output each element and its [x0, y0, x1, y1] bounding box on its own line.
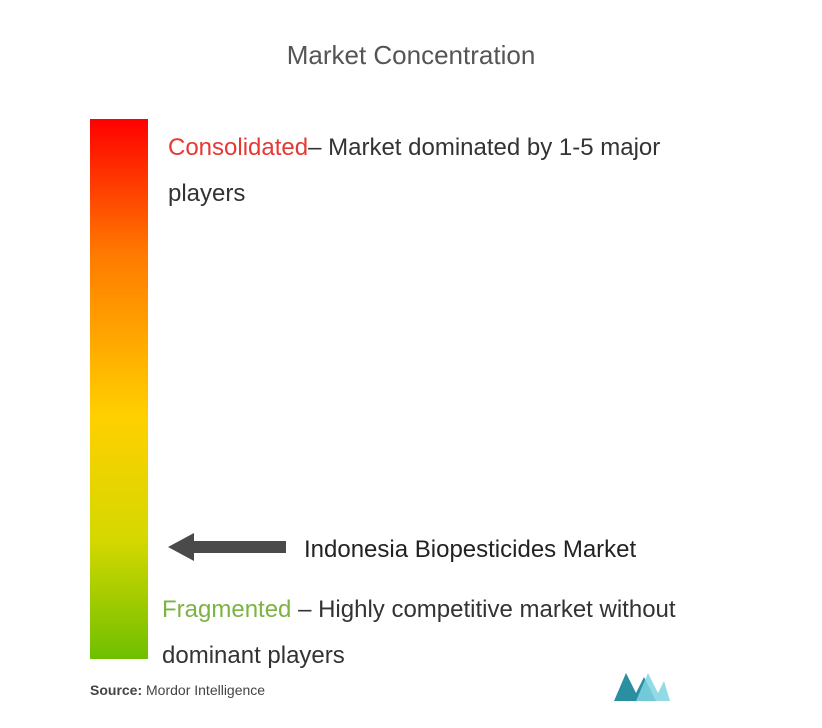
gradient-rect	[90, 119, 148, 659]
arrow-left-icon	[168, 533, 286, 566]
market-marker-row: Indonesia Biopesticides Market	[168, 533, 636, 566]
source-prefix: Source:	[90, 682, 142, 698]
source-name: Mordor Intelligence	[146, 682, 265, 698]
page-title: Market Concentration	[90, 40, 732, 71]
consolidated-keyword: Consolidated	[168, 134, 308, 161]
source-attribution: Source: Mordor Intelligence	[90, 682, 265, 698]
concentration-gradient-bar	[90, 119, 148, 659]
consolidated-label: Consolidated– Market dominated by 1-5 ma…	[168, 125, 732, 216]
arrow-shape	[168, 533, 286, 561]
mordor-logo-icon	[612, 667, 672, 708]
infographic-container: Market Concentration Consolidated– Marke…	[0, 0, 822, 728]
fragmented-label: Fragmented – Highly competitive market w…	[162, 587, 732, 678]
gradient-svg	[90, 119, 148, 659]
market-name-label: Indonesia Biopesticides Market	[304, 536, 636, 564]
fragmented-keyword: Fragmented	[162, 596, 291, 623]
